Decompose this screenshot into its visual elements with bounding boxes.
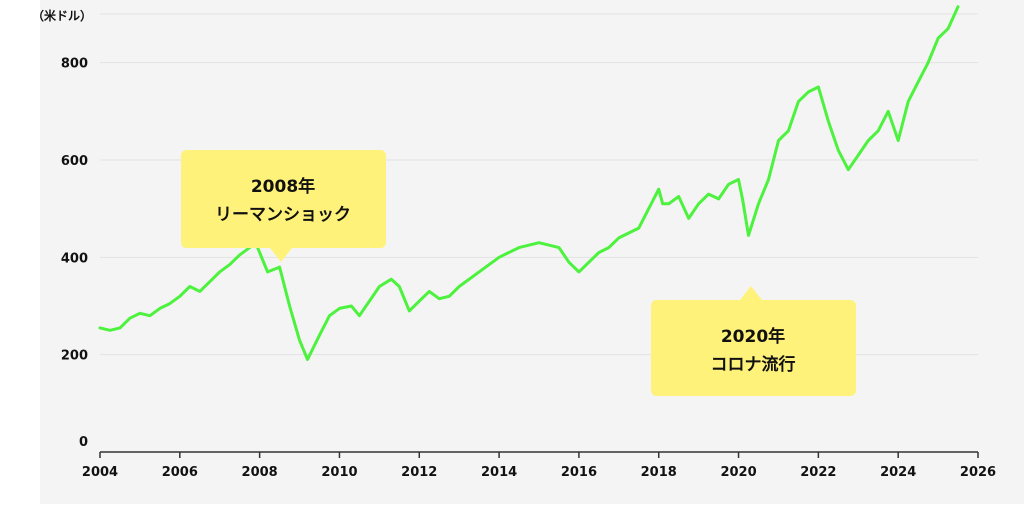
y-axis-unit-label: （米ドル） [32, 8, 92, 23]
callout-corona-bubble [651, 286, 856, 396]
x-tick-label-2006: 2006 [162, 465, 198, 480]
y-tick-label-800: 800 [61, 57, 88, 72]
y-tick-label-600: 600 [61, 154, 88, 169]
callout-lehman-shock: 2008年 リーマンショック [181, 150, 386, 262]
x-tick-label-2004: 2004 [82, 465, 118, 480]
x-tick-label-2012: 2012 [401, 465, 437, 480]
callout-corona-year: 2020年 [721, 326, 785, 347]
series-line [98, 5, 960, 361]
y-tick-label-0: 0 [79, 435, 88, 450]
x-tick-label-2024: 2024 [880, 465, 916, 480]
y-tick-label-200: 200 [61, 349, 88, 364]
x-tick-label-2026: 2026 [960, 465, 996, 480]
callout-lehman-event: リーマンショック [215, 205, 351, 225]
x-tick-label-2022: 2022 [800, 465, 836, 480]
plot-background [40, 0, 1024, 504]
x-tick-label-2008: 2008 [242, 465, 278, 480]
y-tick-label-400: 400 [61, 251, 88, 266]
x-tick-label-2018: 2018 [641, 465, 677, 480]
callout-lehman-year: 2008年 [251, 176, 315, 197]
x-tick-label-2016: 2016 [561, 465, 597, 480]
series-layer [98, 5, 960, 361]
axes: 0 200 400 600 800 2004 2006 2008 2010 2012 2014 201… [61, 57, 996, 480]
x-tick-label-2014: 2014 [481, 465, 517, 480]
callout-corona-event: コロナ流行 [711, 354, 796, 375]
x-tick-label-2010: 2010 [321, 465, 357, 480]
callout-lehman-bubble [181, 150, 386, 262]
callout-corona: 2020年 コロナ流行 [651, 286, 856, 396]
x-tick-label-2020: 2020 [720, 465, 756, 480]
